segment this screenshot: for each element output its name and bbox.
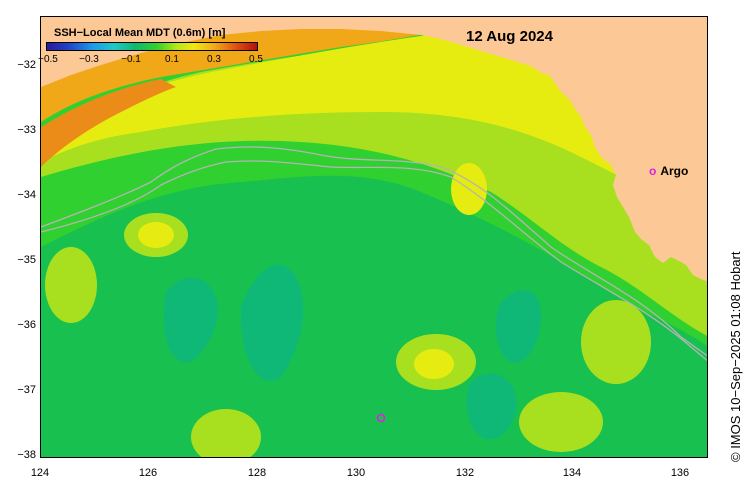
bathymetry-contour-2 xyxy=(41,160,707,362)
lon-label: 124 xyxy=(30,467,50,479)
imos-credit: © IMOS 10−Sep−2025 01:08 Hobart xyxy=(728,251,743,463)
lon-label: 128 xyxy=(247,467,267,479)
lon-label: 134 xyxy=(562,467,582,479)
ssh-teal-patch-1 xyxy=(163,277,219,363)
map-panel xyxy=(40,16,708,458)
ssh-low-region xyxy=(41,175,707,457)
lat-label: −36 xyxy=(17,319,36,331)
lat-label: −34 xyxy=(17,189,36,201)
lat-label: −37 xyxy=(17,384,36,396)
colorbar-tick: 0.5 xyxy=(249,54,263,65)
ssh-eddy-3 xyxy=(45,247,97,323)
lat-label: −35 xyxy=(17,254,36,266)
argo-legend: o Argo xyxy=(649,164,688,178)
ssh-map xyxy=(41,17,707,457)
lon-label: 126 xyxy=(138,467,158,479)
lat-label: −38 xyxy=(17,449,36,461)
ssh-eddy-6 xyxy=(519,392,603,452)
ssh-eddy-2-core xyxy=(138,222,174,248)
lon-label: 136 xyxy=(670,467,690,479)
colorbar xyxy=(46,42,258,51)
argo-legend-label: Argo xyxy=(660,164,689,178)
ssh-shelf-peak-2 xyxy=(41,79,176,167)
lat-label: −32 xyxy=(17,59,36,71)
map-date-title: 12 Aug 2024 xyxy=(466,28,553,45)
colorbar-tick: 0.1 xyxy=(165,54,179,65)
ssh-eddy-4 xyxy=(581,300,651,384)
argo-float xyxy=(376,413,386,423)
argo-legend-symbol: o xyxy=(649,164,657,178)
ssh-teal-patch-4 xyxy=(466,373,517,440)
colorbar-tick: −0.3 xyxy=(79,54,99,65)
lon-label: 132 xyxy=(455,467,475,479)
lon-label: 130 xyxy=(346,467,366,479)
ssh-eddy-1-core xyxy=(414,349,454,379)
lat-label: −33 xyxy=(17,124,36,136)
colorbar-label: SSH−Local Mean MDT (0.6m) [m] xyxy=(54,27,226,39)
colorbar-tick: −0.1 xyxy=(121,54,141,65)
ssh-teal-patch-3 xyxy=(495,290,541,363)
colorbar-tick: 0.3 xyxy=(207,54,221,65)
ssh-teal-patch-2 xyxy=(240,264,304,381)
bathymetry-contour-1 xyxy=(41,146,707,357)
ssh-eddy-5 xyxy=(191,409,261,457)
colorbar-tick: −0.5 xyxy=(38,54,58,65)
